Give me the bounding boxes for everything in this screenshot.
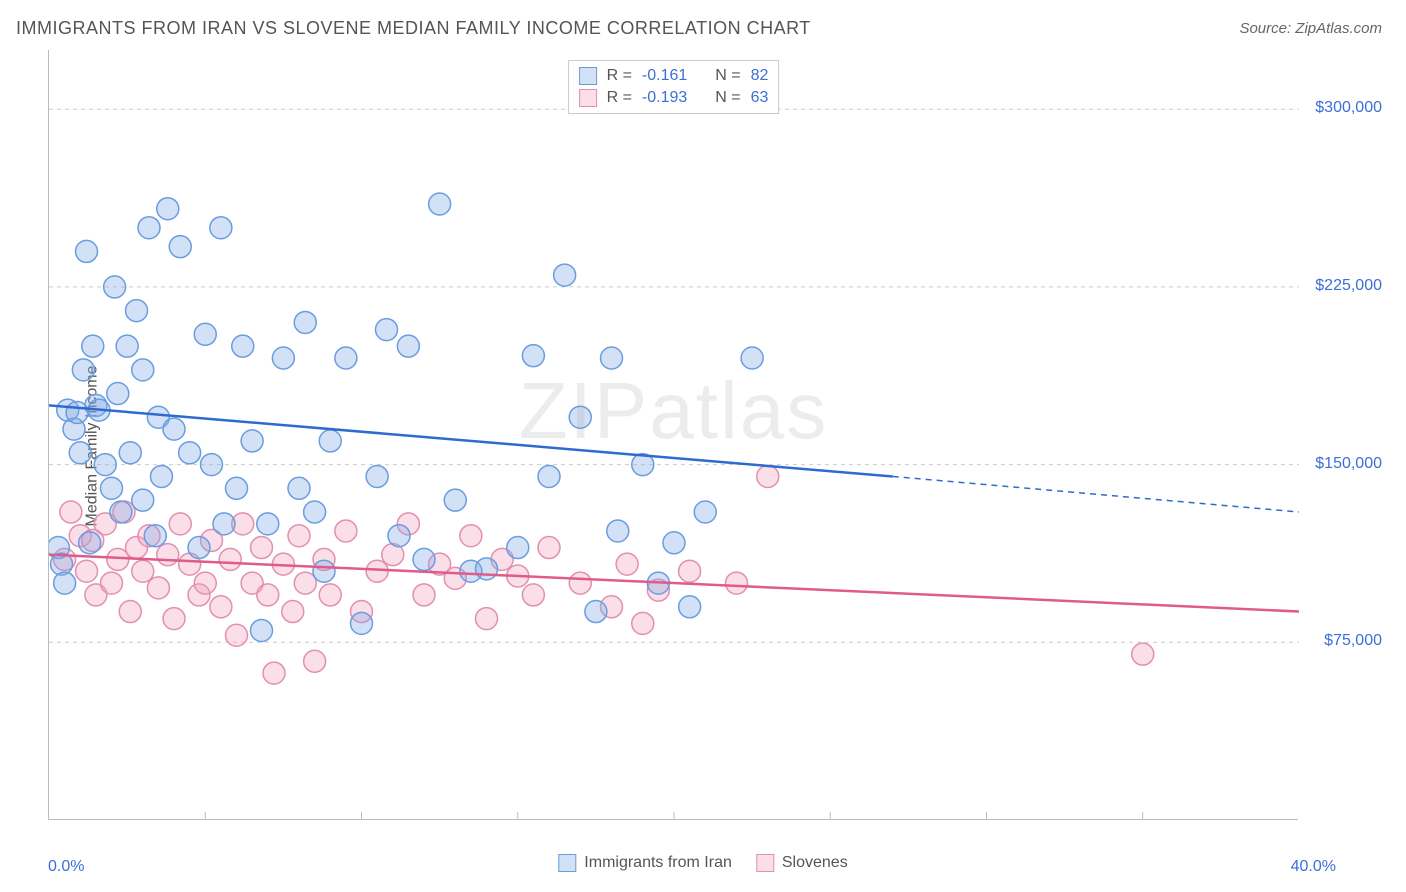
n-value-slovene: 63 [751, 89, 769, 107]
r-value-iran: -0.161 [642, 67, 687, 85]
legend-label-iran: Immigrants from Iran [584, 854, 732, 872]
legend-stats-row-slovene: R = -0.193 N = 63 [579, 87, 769, 109]
swatch-slovene [756, 854, 774, 872]
x-tick-right: 40.0% [1291, 858, 1336, 876]
legend-label-slovene: Slovenes [782, 854, 848, 872]
y-tick-label: $150,000 [1315, 455, 1382, 473]
scatter-svg [49, 50, 1299, 820]
swatch-slovene [579, 89, 597, 107]
r-label: R = [607, 89, 632, 107]
n-value-iran: 82 [751, 67, 769, 85]
legend-item-iran: Immigrants from Iran [558, 854, 732, 872]
chart-title: IMMIGRANTS FROM IRAN VS SLOVENE MEDIAN F… [16, 18, 811, 39]
y-tick-label: $75,000 [1324, 632, 1382, 650]
legend-series: Immigrants from Iran Slovenes [552, 854, 853, 872]
swatch-iran [579, 67, 597, 85]
legend-stats-row-iran: R = -0.161 N = 82 [579, 65, 769, 87]
n-label: N = [715, 67, 740, 85]
swatch-iran [558, 854, 576, 872]
y-tick-label: $300,000 [1315, 99, 1382, 117]
chart-header: IMMIGRANTS FROM IRAN VS SLOVENE MEDIAN F… [16, 18, 1382, 39]
x-tick-left: 0.0% [48, 858, 84, 876]
r-label: R = [607, 67, 632, 85]
chart-source: Source: ZipAtlas.com [1239, 20, 1382, 37]
plot-area: ZIPatlas R = -0.161 N = 82 R = -0.193 N … [48, 50, 1298, 820]
n-label: N = [715, 89, 740, 107]
r-value-slovene: -0.193 [642, 89, 687, 107]
y-tick-label: $225,000 [1315, 277, 1382, 295]
legend-item-slovene: Slovenes [756, 854, 848, 872]
legend-stats: R = -0.161 N = 82 R = -0.193 N = 63 [568, 60, 780, 114]
